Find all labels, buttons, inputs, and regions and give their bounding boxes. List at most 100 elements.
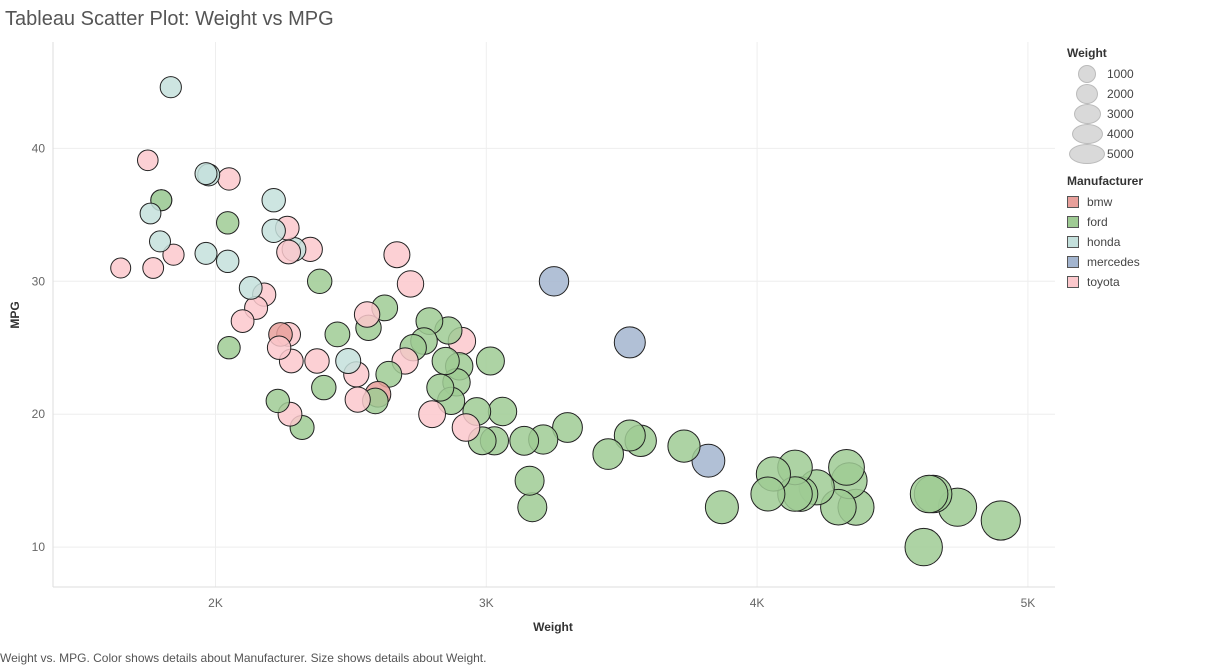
color-legend-swatch [1067, 216, 1079, 228]
point-honda[interactable] [238, 276, 263, 300]
color-legend-item-mercedes[interactable]: mercedes [1067, 252, 1202, 272]
point-ford[interactable] [704, 490, 739, 525]
point-ford[interactable] [426, 373, 455, 402]
color-legend-item-bmw[interactable]: bmw [1067, 192, 1202, 212]
point-honda[interactable] [149, 230, 171, 253]
size-legend-item: 2000 [1067, 84, 1202, 104]
color-legend-label: honda [1087, 235, 1121, 249]
point-ford[interactable] [307, 268, 333, 294]
point-toyota[interactable] [353, 301, 381, 328]
x-tick-label: 5K [1021, 596, 1036, 610]
color-legend-swatch [1067, 236, 1079, 248]
point-toyota[interactable] [344, 386, 371, 413]
point-mercedes[interactable] [691, 443, 726, 478]
point-toyota[interactable] [266, 335, 292, 360]
point-ford[interactable] [311, 374, 337, 401]
point-ford[interactable] [509, 425, 540, 456]
point-toyota[interactable] [142, 257, 165, 279]
legend: Weight 1000 2000 3000 4000 5000 Manufacturer… [1067, 46, 1202, 292]
size-legend-swatch [1071, 124, 1103, 144]
point-ford[interactable] [904, 527, 943, 567]
size-legend-label: 1000 [1107, 67, 1134, 81]
point-honda[interactable] [216, 249, 240, 273]
color-legend-label: ford [1087, 215, 1108, 229]
size-legend-item: 5000 [1067, 144, 1202, 164]
chart-title: Tableau Scatter Plot: Weight vs MPG [5, 8, 334, 30]
point-toyota[interactable] [217, 167, 241, 191]
point-toyota[interactable] [110, 257, 132, 279]
point-ford[interactable] [324, 321, 351, 348]
size-legend-label: 4000 [1107, 127, 1134, 141]
color-legend-item-ford[interactable]: ford [1067, 212, 1202, 232]
data-points [110, 76, 1021, 567]
point-mercedes[interactable] [538, 266, 570, 297]
point-honda[interactable] [261, 218, 286, 244]
x-axis-label: Weight [533, 620, 573, 634]
size-legend-item: 4000 [1067, 124, 1202, 144]
point-ford[interactable] [667, 429, 701, 463]
point-honda[interactable] [261, 188, 286, 213]
point-toyota[interactable] [137, 149, 159, 172]
color-legend-swatch [1067, 276, 1079, 288]
size-legend-title: Weight [1067, 46, 1107, 60]
point-ford[interactable] [613, 419, 646, 452]
size-legend-item: 1000 [1067, 64, 1202, 84]
y-axis-label: MPG [8, 301, 22, 328]
point-ford[interactable] [980, 500, 1021, 541]
point-toyota[interactable] [396, 270, 425, 298]
point-toyota[interactable] [162, 243, 185, 266]
y-tick-label: 20 [32, 407, 46, 421]
point-ford[interactable] [217, 336, 241, 360]
color-legend-label: toyota [1087, 275, 1120, 289]
size-legend-swatch [1073, 104, 1101, 124]
point-toyota[interactable] [383, 241, 411, 269]
scatter-plot: 2K 3K 4K 5K 10 20 30 40 Weight MPG [8, 42, 1055, 634]
point-toyota[interactable] [230, 309, 255, 334]
y-tick-label: 40 [32, 141, 46, 155]
point-ford[interactable] [552, 412, 583, 443]
point-ford[interactable] [475, 346, 505, 376]
x-tick-label: 3K [479, 596, 494, 610]
color-legend-item-toyota[interactable]: toyota [1067, 272, 1202, 292]
chart-caption: Weight vs. MPG. Color shows details abou… [0, 651, 487, 665]
point-toyota[interactable] [451, 413, 481, 442]
point-toyota[interactable] [304, 348, 330, 374]
axis-ticks: 2K 3K 4K 5K 10 20 30 40 [32, 141, 1036, 610]
y-tick-label: 10 [32, 540, 46, 554]
size-legend-swatch [1078, 65, 1096, 83]
color-legend-item-honda[interactable]: honda [1067, 232, 1202, 252]
color-legend-swatch [1067, 256, 1079, 268]
size-legend: 1000 2000 3000 4000 5000 [1067, 64, 1202, 164]
point-ford[interactable] [828, 449, 865, 486]
point-ford[interactable] [517, 492, 548, 523]
size-legend-swatch [1076, 84, 1098, 104]
point-ford[interactable] [216, 211, 240, 235]
size-legend-label: 5000 [1107, 147, 1134, 161]
color-legend-title: Manufacturer [1067, 174, 1144, 188]
color-legend-label: bmw [1087, 195, 1113, 209]
point-ford[interactable] [514, 465, 545, 496]
x-tick-label: 4K [750, 596, 765, 610]
color-legend-swatch [1067, 196, 1079, 208]
size-legend-label: 3000 [1107, 107, 1134, 121]
color-legend: bmw ford honda mercedes toyota [1067, 192, 1202, 292]
point-mercedes[interactable] [613, 326, 646, 359]
point-honda[interactable] [335, 348, 362, 374]
point-ford[interactable] [487, 396, 518, 427]
point-honda[interactable] [194, 162, 218, 186]
point-ford[interactable] [592, 438, 625, 470]
point-toyota[interactable] [418, 400, 447, 429]
point-ford[interactable] [431, 346, 460, 376]
x-tick-label: 2K [208, 596, 223, 610]
point-ford[interactable] [265, 388, 290, 414]
point-honda[interactable] [159, 76, 182, 99]
y-tick-label: 30 [32, 274, 46, 288]
point-ford[interactable] [909, 474, 949, 514]
size-legend-item: 3000 [1067, 104, 1202, 124]
color-legend-label: mercedes [1087, 255, 1140, 269]
size-legend-swatch [1069, 144, 1105, 164]
point-honda[interactable] [139, 202, 162, 225]
point-ford[interactable] [750, 476, 786, 512]
point-toyota[interactable] [276, 239, 302, 265]
point-honda[interactable] [194, 241, 218, 265]
